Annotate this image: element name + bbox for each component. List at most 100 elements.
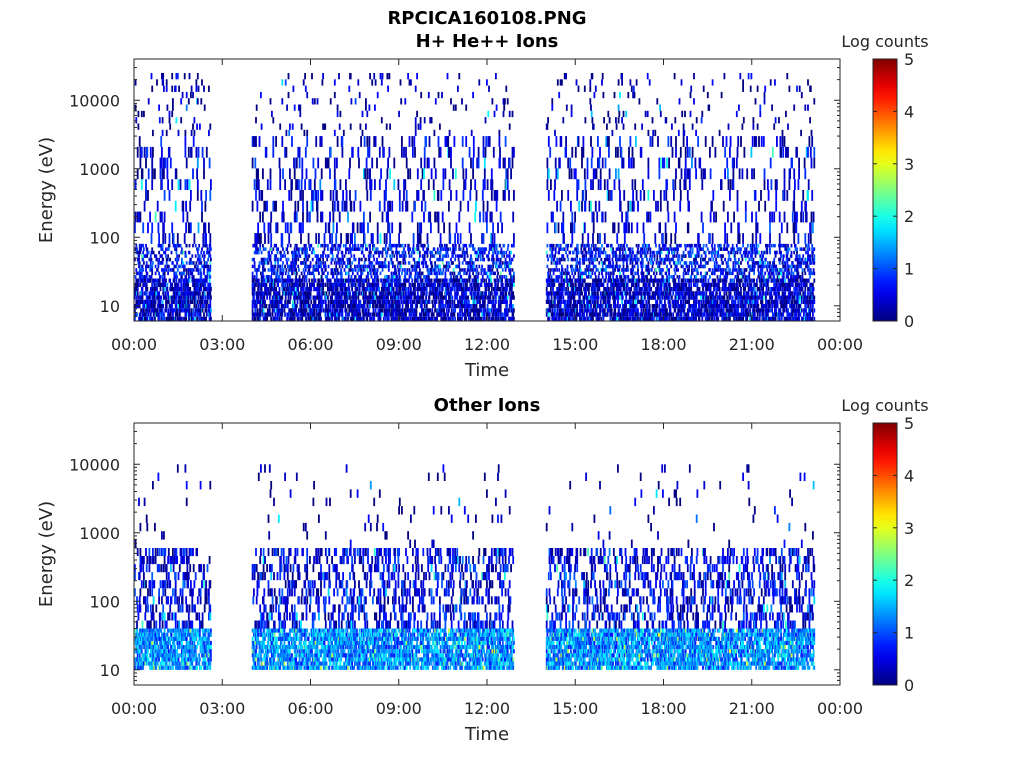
spectrogram-cell [175, 250, 178, 255]
spectrogram-cell [439, 278, 442, 283]
spectrogram-cell [513, 243, 515, 248]
spectrogram-cell [341, 200, 344, 212]
spectrogram-cell [319, 136, 322, 147]
spectrogram-cell [387, 312, 389, 317]
spectrogram-cell [385, 304, 388, 309]
spectrogram-cell [275, 287, 277, 292]
spectrogram-cell [280, 257, 282, 262]
spectrogram-cell [483, 268, 486, 272]
spectrogram-cell [203, 104, 206, 111]
spectrogram-cell [512, 304, 515, 309]
spectrogram-cell [389, 247, 391, 251]
spectrogram-cell [354, 304, 356, 309]
spectrogram-cell [459, 271, 461, 276]
spectrogram-cell [295, 295, 298, 300]
spectrogram-cell [138, 316, 140, 321]
spectrogram-cell [369, 295, 372, 300]
spectrogram-cell [321, 79, 324, 86]
spectrogram-cell [327, 157, 330, 169]
spectrogram-cell [315, 261, 318, 265]
spectrogram-cell [355, 291, 358, 296]
spectrogram-cell [398, 312, 401, 317]
spectrogram-cell [305, 291, 308, 296]
spectrogram-cell [188, 73, 191, 80]
spectrogram-cell [152, 129, 154, 137]
spectrogram-cell [353, 254, 356, 258]
spectrogram-cell [475, 275, 477, 279]
spectrogram-cell [425, 295, 427, 300]
spectrogram-cell [368, 295, 371, 300]
spectrogram-cell [328, 287, 331, 292]
spectrogram-cell [253, 291, 256, 296]
spectrogram-cell [289, 243, 292, 248]
spectrogram-cell [369, 268, 372, 272]
spectrogram-cell [332, 211, 335, 223]
spectrogram-cell [296, 299, 299, 304]
spectrogram-cell [304, 73, 306, 80]
spectrogram-cell [138, 250, 140, 255]
spectrogram-cell [488, 136, 491, 147]
spectrogram-cell [280, 278, 282, 283]
spectrogram-cell [345, 200, 348, 212]
spectrogram-cell [471, 287, 474, 292]
spectrogram-cell [459, 233, 462, 244]
spectrogram-cell [333, 129, 336, 137]
spectrogram-cell [196, 268, 198, 272]
spectrogram-cell [333, 304, 336, 309]
spectrogram-cell [353, 295, 356, 300]
spectrogram-cell [356, 287, 359, 292]
spectrogram-cell [177, 129, 180, 137]
spectrogram-cell [257, 222, 259, 234]
spectrogram-cell [273, 299, 276, 304]
spectrogram-cell [403, 278, 406, 283]
spectrogram-cell [201, 316, 203, 321]
spectrogram-cell [381, 308, 384, 313]
spectrogram-cell [492, 222, 494, 234]
spectrogram-cell [434, 250, 437, 255]
spectrogram-cell [185, 243, 188, 248]
spectrogram-cell [192, 243, 194, 248]
spectrogram-cell [300, 316, 302, 321]
spectrogram-cell [192, 123, 194, 130]
spectrogram-cell [358, 278, 360, 283]
spectrogram-cell [466, 250, 468, 255]
spectrogram-cell [445, 261, 448, 265]
spectrogram-cell [377, 282, 380, 287]
spectrogram-cell [381, 250, 384, 255]
spectrogram-cell [470, 304, 472, 309]
spectrogram-cell [441, 211, 444, 223]
spectrogram-cell [262, 211, 264, 223]
spectrogram-cell [449, 247, 452, 251]
spectrogram-cell [265, 304, 268, 309]
spectrogram-cell [253, 278, 255, 283]
spectrogram-cell [199, 268, 202, 272]
spectrogram-cell [376, 157, 378, 169]
spectrogram-cell [428, 295, 431, 300]
spectrogram-cell [389, 200, 391, 212]
spectrogram-cell [185, 275, 187, 279]
spectrogram-cell [151, 85, 154, 92]
spectrogram-cell [257, 295, 259, 300]
spectrogram-cell [410, 271, 412, 276]
spectrogram-cell [403, 299, 405, 304]
spectrogram-cell [445, 308, 448, 313]
spectrogram-cell [190, 291, 192, 296]
spectrogram-cell [381, 73, 384, 80]
spectrogram-cell [363, 299, 365, 304]
spectrogram-cell [371, 287, 374, 292]
spectrogram-cell [345, 271, 348, 276]
spectrogram-cell [310, 308, 313, 313]
spectrogram-cell [140, 268, 143, 272]
spectrogram-cell [510, 250, 512, 255]
spectrogram-cell [258, 233, 261, 244]
spectrogram-cell [423, 190, 425, 201]
spectrogram-cell [304, 146, 307, 158]
spectrogram-cell [407, 278, 410, 283]
spectrogram-cell [510, 261, 512, 265]
spectrogram-cell [502, 291, 505, 296]
spectrogram-cell [414, 200, 416, 212]
spectrogram-cell [402, 250, 405, 255]
spectrogram-cell [141, 291, 144, 296]
spectrogram-cell [356, 247, 359, 251]
spectrogram-cell [368, 261, 371, 265]
